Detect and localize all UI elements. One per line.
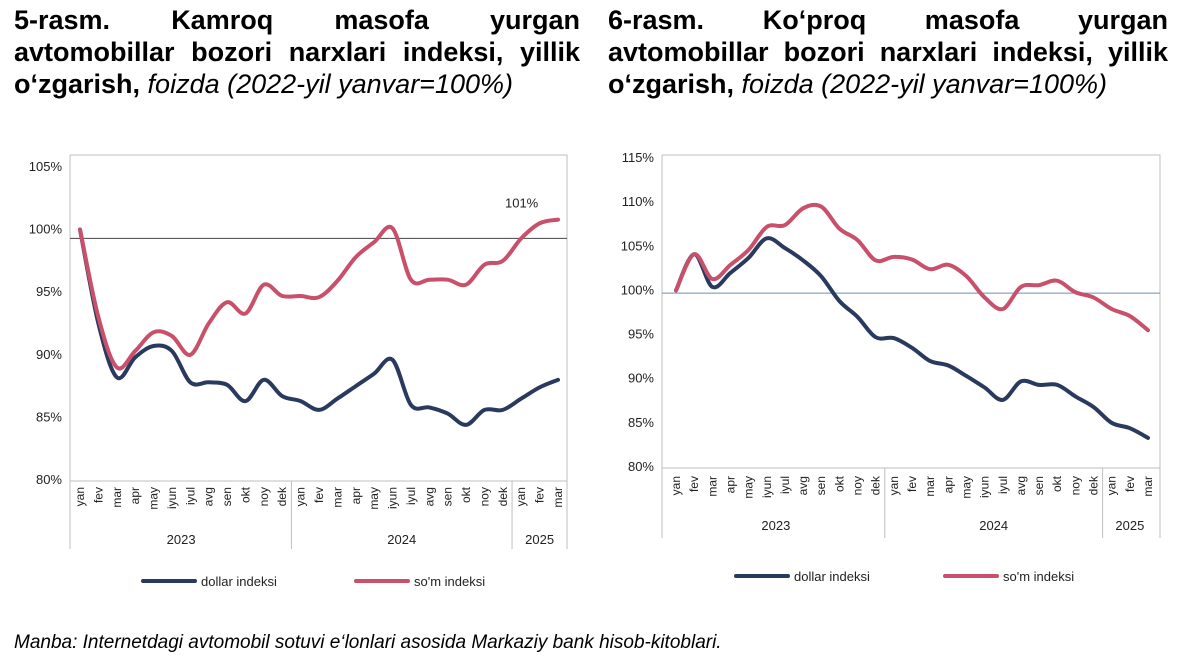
x-tick-label: fev bbox=[91, 487, 105, 503]
x-tick-label: noy bbox=[1068, 476, 1082, 495]
x-tick-label: yan bbox=[1105, 476, 1119, 495]
x-tick-label: may bbox=[367, 487, 381, 510]
year-label: 2025 bbox=[525, 532, 554, 547]
x-tick-label: mar bbox=[923, 476, 937, 497]
x-tick-label: mar bbox=[551, 487, 565, 508]
x-tick-label: avg bbox=[1014, 476, 1028, 495]
y-tick-label: 100% bbox=[29, 222, 63, 237]
legend-label: so'm indeksi bbox=[414, 574, 485, 589]
x-tick-label: iyul bbox=[183, 487, 197, 505]
y-tick-label: 100% bbox=[621, 282, 655, 297]
x-tick-label: apr bbox=[128, 487, 142, 504]
x-tick-label: apr bbox=[723, 476, 737, 493]
x-tick-label: iyun bbox=[978, 476, 992, 498]
x-tick-label: avg bbox=[796, 476, 810, 495]
x-tick-label: iyun bbox=[386, 487, 400, 509]
x-tick-label: fev bbox=[687, 476, 701, 492]
x-tick-label: mar bbox=[330, 487, 344, 508]
figure-caption: Ko‘proq masofa yurgan avtomobillar bozor… bbox=[608, 5, 1168, 99]
x-tick-label: yan bbox=[514, 487, 528, 506]
x-tick-label: yan bbox=[294, 487, 308, 506]
x-tick-label: mar bbox=[110, 487, 124, 508]
x-tick-label: mar bbox=[705, 476, 719, 497]
y-tick-label: 105% bbox=[29, 159, 63, 174]
x-tick-label: sen bbox=[814, 476, 828, 495]
year-label: 2023 bbox=[167, 532, 196, 547]
x-tick-label: okt bbox=[832, 475, 846, 492]
x-tick-label: yan bbox=[669, 476, 683, 495]
x-tick-label: iyul bbox=[404, 487, 418, 505]
x-tick-label: may bbox=[147, 487, 161, 510]
x-tick-label: yan bbox=[887, 476, 901, 495]
legend-label: dollar indeksi bbox=[794, 569, 870, 584]
y-tick-label: 80% bbox=[628, 459, 654, 474]
x-tick-label: fev bbox=[905, 476, 919, 492]
x-tick-label: okt bbox=[1050, 475, 1064, 492]
y-tick-label: 95% bbox=[628, 327, 654, 342]
year-label: 2024 bbox=[387, 532, 416, 547]
year-label: 2024 bbox=[979, 518, 1008, 533]
series-line bbox=[78, 227, 560, 427]
x-tick-label: noy bbox=[851, 476, 865, 495]
y-tick-label: 90% bbox=[36, 347, 62, 362]
year-label: 2025 bbox=[1115, 518, 1144, 533]
x-tick-label: may bbox=[959, 476, 973, 499]
figure-unit: foizda (2022-yil yanvar=100%) bbox=[147, 69, 513, 99]
x-tick-label: dek bbox=[275, 486, 289, 506]
y-tick-label: 115% bbox=[622, 150, 655, 165]
x-tick-label: okt bbox=[238, 486, 252, 503]
x-tick-label: fev bbox=[533, 487, 547, 503]
y-tick-label: 85% bbox=[628, 415, 654, 430]
year-label: 2023 bbox=[761, 518, 790, 533]
x-tick-label: dek bbox=[869, 475, 883, 495]
x-tick-label: sen bbox=[441, 487, 455, 506]
x-tick-label: yan bbox=[73, 487, 87, 506]
legend-label: dollar indeksi bbox=[201, 574, 277, 589]
x-tick-label: avg bbox=[422, 487, 436, 506]
x-tick-label: may bbox=[742, 476, 756, 499]
x-tick-label: dek bbox=[1087, 475, 1101, 495]
line-chart-left: 80%85%90%95%100%105%yan fev mar apr may iyun i… bbox=[29, 154, 568, 589]
figure-caption: Kamroq masofa yurgan avtomobillar bozori… bbox=[14, 5, 580, 99]
x-tick-label: iyul bbox=[778, 476, 792, 494]
x-tick-label: noy bbox=[477, 487, 491, 506]
y-tick-label: 110% bbox=[622, 194, 655, 209]
x-tick-label: fev bbox=[312, 487, 326, 503]
y-tick-label: 105% bbox=[621, 238, 655, 253]
figure-number: 6-rasm. bbox=[608, 5, 705, 35]
plot-frame bbox=[69, 154, 568, 482]
chart-title-right: 6-rasm. Ko‘proq masofa yurgan avtomobill… bbox=[608, 4, 1168, 100]
x-tick-label: iyun bbox=[165, 487, 179, 509]
line-chart-right: 80%85%90%95%100%105%110%115%yan fev mar apr… bbox=[621, 150, 1161, 584]
y-tick-label: 80% bbox=[36, 472, 62, 487]
chart-title-left: 5-rasm. Kamroq masofa yurgan avtomobilla… bbox=[14, 4, 580, 100]
x-tick-label: noy bbox=[257, 487, 271, 506]
legend-label: so'm indeksi bbox=[1003, 569, 1074, 584]
x-tick-label: mar bbox=[1141, 476, 1155, 497]
source-note: Manba: Internetdagi avtomobil sotuvi e‘l… bbox=[14, 632, 722, 653]
x-tick-label: iyul bbox=[996, 476, 1010, 494]
x-tick-label: iyun bbox=[760, 476, 774, 498]
x-tick-label: apr bbox=[941, 476, 955, 493]
x-tick-label: sen bbox=[220, 487, 234, 506]
series-line bbox=[674, 202, 1150, 333]
y-tick-label: 90% bbox=[628, 371, 654, 386]
figure-number: 5-rasm. bbox=[14, 5, 111, 35]
x-tick-label: apr bbox=[349, 487, 363, 504]
plot-frame bbox=[661, 154, 1161, 469]
x-tick-label: avg bbox=[202, 487, 216, 506]
series-line bbox=[78, 217, 560, 371]
y-tick-label: 95% bbox=[36, 284, 62, 299]
x-tick-label: fev bbox=[1123, 476, 1137, 492]
x-tick-label: dek bbox=[496, 486, 510, 506]
figure-unit: foizda (2022-yil yanvar=100%) bbox=[741, 69, 1107, 99]
x-tick-label: sen bbox=[1032, 476, 1046, 495]
y-tick-label: 85% bbox=[36, 409, 62, 424]
data-label: 101% bbox=[505, 195, 539, 210]
x-tick-label: okt bbox=[459, 486, 473, 503]
series-line bbox=[674, 236, 1150, 440]
